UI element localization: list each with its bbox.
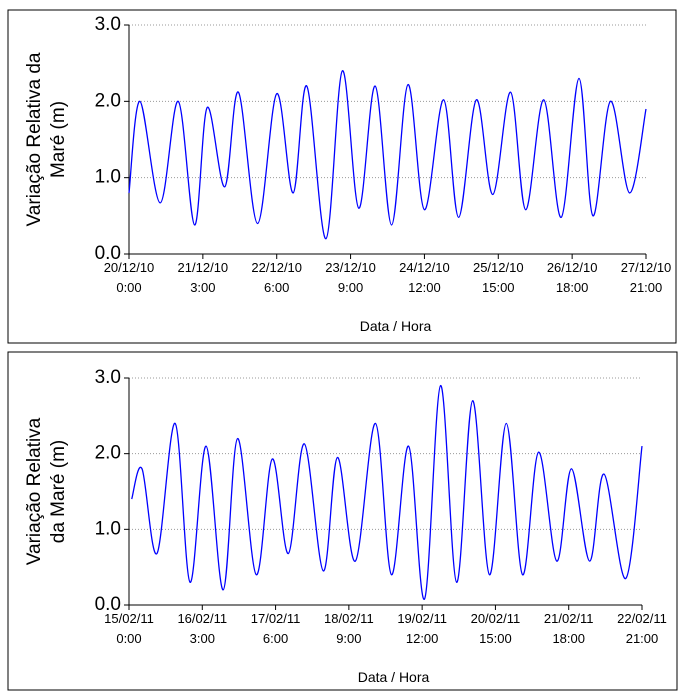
y-axis-label: da Maré (m) <box>48 440 69 543</box>
chart-frame <box>7 351 678 691</box>
y-tick-label: 1.0 <box>95 167 121 188</box>
x-tick-label: 20/12/10 0:00 <box>104 260 155 295</box>
x-tick-label: 21/02/11 18:00 <box>544 611 594 646</box>
x-tick-label: 23/12/10 9:00 <box>325 260 376 295</box>
y-tick-label: 0.0 <box>95 594 121 615</box>
tide-line <box>131 384 643 600</box>
y-axis-label: Maré (m) <box>48 101 69 178</box>
x-tick-label: 20/02/11 15:00 <box>471 611 521 646</box>
y-axis-label: Variação Relativa da <box>24 52 45 226</box>
x-axis-label: Data / Hora <box>360 318 432 334</box>
y-tick-label: 2.0 <box>95 443 121 464</box>
x-tick-label: 25/12/10 15:00 <box>473 260 524 295</box>
x-tick-label: 19/02/11 12:00 <box>397 611 447 646</box>
y-tick-label: 1.0 <box>95 518 121 539</box>
x-tick-label: 26/12/10 18:00 <box>547 260 598 295</box>
y-tick-label: 3.0 <box>95 14 121 35</box>
x-axis-label: Data / Hora <box>358 669 430 685</box>
x-tick-label: 15/02/11 0:00 <box>104 611 154 646</box>
x-tick-label: 16/02/11 3:00 <box>177 611 227 646</box>
tide-line <box>128 70 647 240</box>
chart: 0.0 1.0 2.0 3.0 15/02/11 0:00 16/02/11 3:00 17/0… <box>7 351 678 691</box>
x-tick-label: 22/12/10 6:00 <box>251 260 302 295</box>
x-tick-label: 21/12/10 3:00 <box>178 260 229 295</box>
x-tick-label: 22/02/11 21:00 <box>617 611 667 646</box>
x-tick-label: 27/12/10 21:00 <box>621 260 672 295</box>
y-tick-label: 0.0 <box>95 243 121 264</box>
y-tick-label: 3.0 <box>95 367 121 388</box>
y-tick-label: 2.0 <box>95 90 121 111</box>
x-tick-label: 18/02/11 9:00 <box>324 611 374 646</box>
x-tick-label: 17/02/11 6:00 <box>251 611 301 646</box>
x-tick-label: 24/12/10 12:00 <box>399 260 450 295</box>
chart-frame <box>7 9 677 344</box>
y-axis-label: Variação Relativa <box>24 417 45 565</box>
chart: 0.0 1.0 2.0 3.0 20/12/10 0:00 21/12/10 3:00 22/1… <box>7 9 677 344</box>
